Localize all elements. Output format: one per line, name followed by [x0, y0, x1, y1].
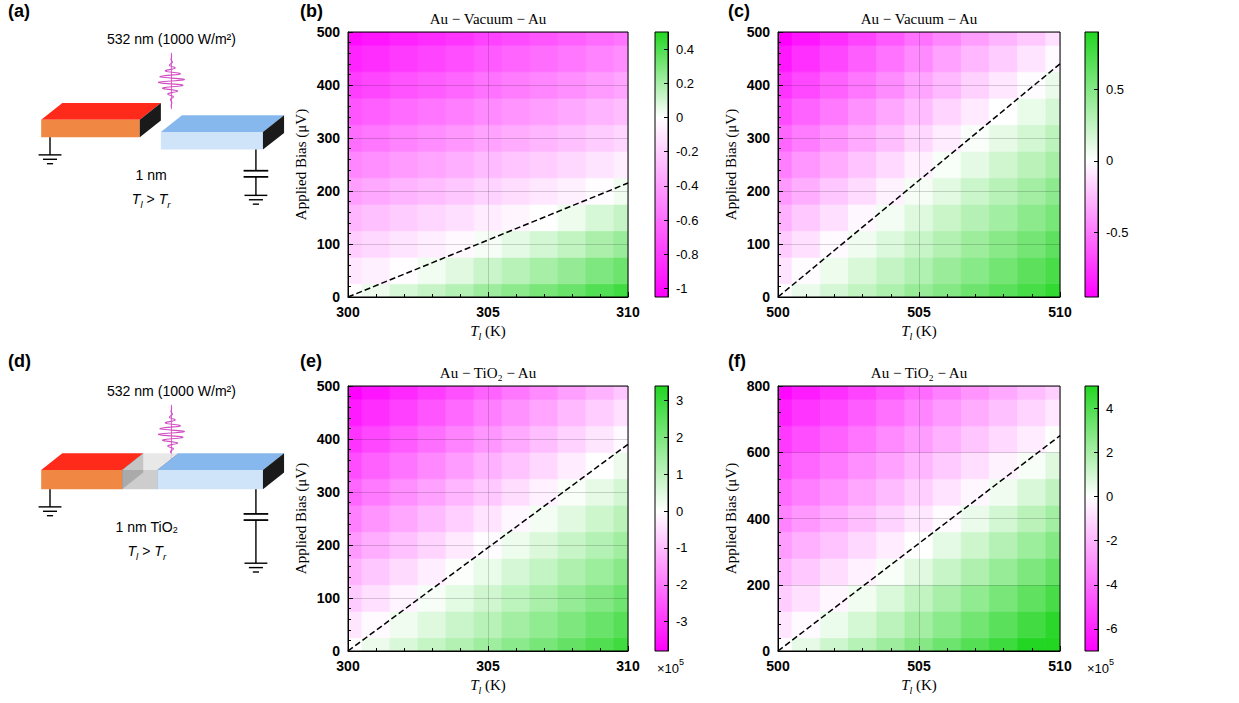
svg-text:0: 0	[762, 289, 770, 305]
svg-text:500: 500	[747, 24, 771, 40]
svg-text:-3: -3	[676, 614, 688, 629]
svg-text:(c): (c)	[728, 1, 750, 21]
svg-text:(d): (d)	[8, 351, 31, 371]
svg-text:Applied Bias (μV): Applied Bias (μV)	[723, 109, 740, 220]
svg-text:532 nm (1000 W/m²): 532 nm (1000 W/m²)	[107, 31, 236, 47]
svg-text:200: 200	[317, 183, 341, 199]
svg-text:1 nm TiO₂: 1 nm TiO₂	[116, 519, 179, 535]
svg-text:2: 2	[676, 430, 683, 445]
svg-text:0: 0	[332, 643, 340, 659]
svg-text:5: 5	[1109, 657, 1114, 667]
svg-text:-0.4: -0.4	[676, 178, 698, 193]
svg-text:×10: ×10	[657, 661, 679, 676]
svg-text:(a): (a)	[8, 1, 30, 21]
svg-text:(K): (K)	[912, 323, 937, 340]
svg-text:0: 0	[762, 643, 770, 659]
svg-text:0.5: 0.5	[1106, 82, 1124, 97]
svg-text:100: 100	[317, 236, 341, 252]
svg-text:Au − Vacuum − Au: Au − Vacuum − Au	[430, 11, 547, 27]
svg-text:500: 500	[317, 24, 341, 40]
svg-text:×10: ×10	[1087, 661, 1109, 676]
svg-text:Applied Bias (μV): Applied Bias (μV)	[293, 463, 310, 574]
svg-text:Tl > Tr: Tl > Tr	[132, 191, 171, 210]
svg-text:0: 0	[676, 110, 683, 125]
html-text:Tl: Tl	[470, 322, 482, 342]
svg-text:0: 0	[1106, 489, 1113, 504]
svg-text:0: 0	[332, 289, 340, 305]
svg-text:-2: -2	[1106, 533, 1118, 548]
html-text:Tl: Tl	[901, 676, 913, 696]
svg-text:300: 300	[747, 130, 771, 146]
svg-text:305: 305	[476, 658, 500, 674]
svg-text:-1: -1	[676, 281, 688, 296]
svg-text:300: 300	[317, 484, 341, 500]
svg-text:Tl > Tr: Tl > Tr	[127, 543, 166, 562]
svg-text:500: 500	[766, 658, 790, 674]
svg-text:600: 600	[747, 444, 771, 460]
svg-text:510: 510	[1048, 658, 1072, 674]
svg-text:0.4: 0.4	[676, 42, 694, 57]
svg-text:800: 800	[747, 378, 771, 394]
svg-text:Applied Bias (μV): Applied Bias (μV)	[723, 463, 740, 574]
svg-text:400: 400	[747, 77, 771, 93]
svg-text:-0.6: -0.6	[676, 213, 698, 228]
svg-text:(K): (K)	[481, 677, 506, 694]
svg-text:1 nm: 1 nm	[136, 167, 167, 183]
svg-text:(b): (b)	[300, 1, 323, 21]
svg-text:310: 310	[616, 658, 640, 674]
svg-text:100: 100	[317, 590, 341, 606]
svg-text:505: 505	[907, 304, 931, 320]
svg-text:-0.5: -0.5	[1106, 225, 1128, 240]
svg-text:(e): (e)	[300, 351, 322, 371]
svg-text:Au − TiO₂ − Au: Au − TiO₂ − Au	[440, 365, 537, 381]
svg-text:(f): (f)	[728, 351, 746, 371]
svg-text:4: 4	[1106, 401, 1113, 416]
svg-text:Au − Vacuum − Au: Au − Vacuum − Au	[861, 11, 978, 27]
svg-text:(K): (K)	[912, 677, 937, 694]
svg-text:-0.8: -0.8	[676, 247, 698, 262]
svg-text:-0.2: -0.2	[676, 144, 698, 159]
svg-text:200: 200	[317, 537, 341, 553]
svg-text:0: 0	[1106, 153, 1113, 168]
svg-text:200: 200	[747, 183, 771, 199]
svg-text:2: 2	[1106, 445, 1113, 460]
svg-text:500: 500	[317, 378, 341, 394]
svg-text:500: 500	[766, 304, 790, 320]
svg-text:300: 300	[336, 658, 360, 674]
svg-text:-2: -2	[676, 577, 688, 592]
svg-text:300: 300	[317, 130, 341, 146]
svg-text:305: 305	[476, 304, 500, 320]
svg-text:0.2: 0.2	[676, 76, 694, 91]
svg-text:510: 510	[1048, 304, 1072, 320]
svg-text:300: 300	[336, 304, 360, 320]
svg-text:-1: -1	[676, 540, 688, 555]
svg-text:-6: -6	[1106, 621, 1118, 636]
svg-text:400: 400	[317, 431, 341, 447]
svg-text:0: 0	[676, 504, 683, 519]
svg-text:400: 400	[317, 77, 341, 93]
svg-text:1: 1	[676, 467, 683, 482]
svg-text:5: 5	[679, 657, 684, 667]
svg-text:(K): (K)	[481, 323, 506, 340]
svg-text:505: 505	[907, 658, 931, 674]
html-text:Tl: Tl	[901, 322, 913, 342]
svg-text:-4: -4	[1106, 577, 1118, 592]
svg-text:200: 200	[747, 577, 771, 593]
svg-text:310: 310	[616, 304, 640, 320]
svg-text:532 nm (1000 W/m²): 532 nm (1000 W/m²)	[107, 383, 236, 399]
html-text:Tl: Tl	[470, 676, 482, 696]
svg-text:3: 3	[676, 393, 683, 408]
svg-text:100: 100	[747, 236, 771, 252]
svg-text:Au − TiO₂ − Au: Au − TiO₂ − Au	[871, 365, 968, 381]
svg-text:Applied Bias (μV): Applied Bias (μV)	[293, 109, 310, 220]
svg-text:400: 400	[747, 511, 771, 527]
